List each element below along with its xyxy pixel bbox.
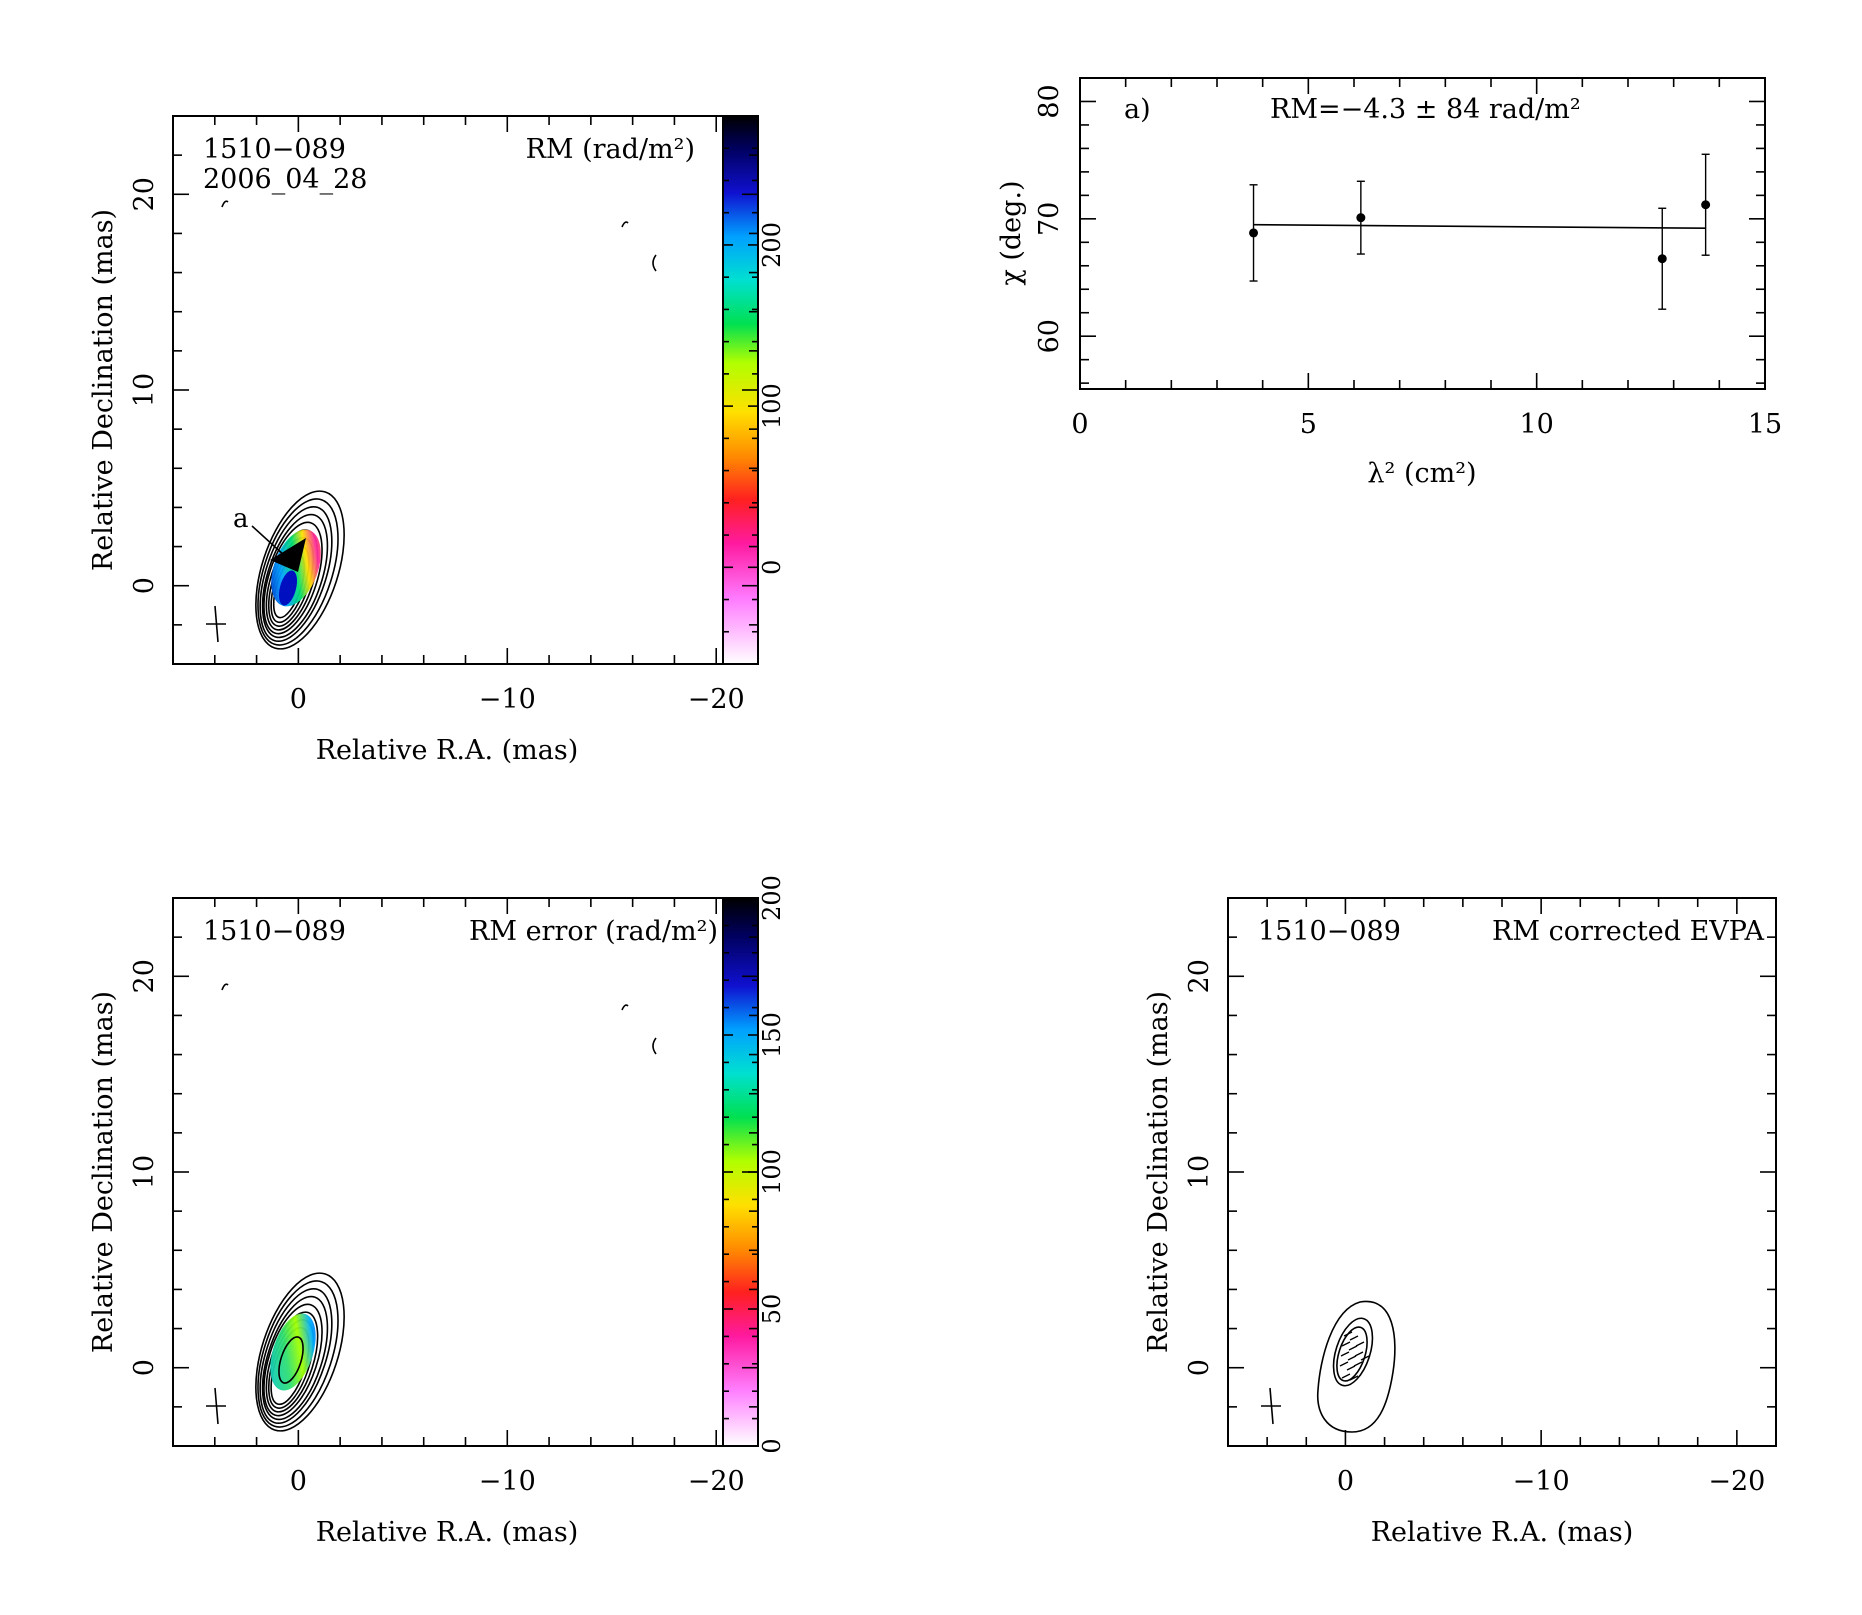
rm-error-stray-contour — [621, 1004, 629, 1011]
rm-fit-frame — [1079, 77, 1766, 390]
x-tick-label: 0 — [1071, 409, 1088, 440]
evpa-title: RM corrected EVPA — [1492, 916, 1764, 947]
evpa-source: 1510−089 — [1258, 916, 1401, 947]
x-tick-label: 0 — [1337, 1466, 1354, 1497]
rm-map-stray-contour — [221, 200, 229, 208]
x-tick-label: −10 — [1513, 1466, 1570, 1497]
evpa-ticks: 0 −10 −20 0 10 20 — [1184, 898, 1776, 1497]
x-tick-label: −20 — [1708, 1466, 1765, 1497]
data-point — [1657, 254, 1667, 264]
y-tick-label: 20 — [1184, 959, 1215, 993]
rm-map-stray-contour — [652, 254, 657, 272]
evpa-frame — [1227, 897, 1777, 1447]
x-tick-label: −20 — [688, 684, 745, 715]
y-tick-label: 10 — [1184, 1155, 1215, 1189]
y-tick-label: 0 — [129, 577, 160, 594]
rm-fit-label: a) — [1124, 94, 1151, 125]
rm-error-stray-contour — [652, 1037, 657, 1055]
rm-error-ylabel: Relative Declination (mas) — [88, 991, 119, 1353]
rm-fit-xlabel: λ² (cm²) — [1367, 458, 1476, 489]
evpa-xlabel: Relative R.A. (mas) — [1371, 1517, 1634, 1548]
colorbar-tick-label: 200 — [758, 222, 786, 268]
evpa-ylabel: Relative Declination (mas) — [1143, 991, 1174, 1353]
rm-map-beam — [206, 605, 226, 643]
y-tick-label: 0 — [1184, 1359, 1215, 1376]
x-tick-label: 10 — [1519, 409, 1553, 440]
y-tick-label: 20 — [129, 959, 160, 993]
y-tick-label: 10 — [129, 373, 160, 407]
rm-error-xlabel: Relative R.A. (mas) — [316, 1517, 579, 1548]
y-tick-label: 80 — [1034, 84, 1065, 118]
colorbar-tick-label: 100 — [758, 1149, 786, 1195]
colorbar-tick-label: 0 — [758, 560, 786, 575]
rm-error-beam — [206, 1387, 226, 1425]
data-point — [1356, 213, 1366, 223]
x-tick-label: −10 — [479, 684, 536, 715]
evpa-contours — [1316, 1300, 1396, 1433]
data-point — [1249, 228, 1259, 238]
data-point — [1701, 200, 1711, 210]
rm-fit-panel: 0 5 10 15 60 70 80 a) RM=−4.3 ± 84 rad/m² λ² (… — [996, 77, 1782, 489]
x-tick-label: 5 — [1300, 409, 1317, 440]
rm-map-ylabel: Relative Declination (mas) — [88, 209, 119, 571]
y-tick-label: 70 — [1034, 202, 1065, 236]
rm-map-source: 1510−089 — [203, 134, 346, 165]
rm-error-title: RM error (rad/m²) — [469, 916, 718, 947]
rm-map-title: RM (rad/m²) — [526, 134, 695, 165]
rm-fit-ticks: 0 5 10 15 60 70 80 — [1034, 78, 1782, 440]
colorbar-tick-label: 50 — [758, 1294, 786, 1325]
rm-map-annotation: a — [233, 504, 249, 534]
rm-error-stray-contour — [221, 983, 229, 991]
rm-error-source: 1510−089 — [203, 916, 346, 947]
colorbar-tick-label: 0 — [758, 1438, 786, 1453]
evpa-beam — [1261, 1387, 1281, 1425]
rm-map-arrow-line — [251, 525, 286, 557]
y-tick-label: 0 — [129, 1359, 160, 1376]
x-tick-label: 15 — [1748, 409, 1782, 440]
evpa-vectors — [1339, 1331, 1370, 1381]
rm-fit-data — [1249, 153, 1711, 310]
y-tick-label: 10 — [129, 1155, 160, 1189]
colorbar-tick-label: 200 — [758, 875, 786, 921]
rm-fit-ylabel: χ (deg.) — [996, 180, 1027, 285]
x-tick-label: 0 — [290, 684, 307, 715]
rm-error-blob — [270, 1313, 316, 1391]
rm-map-epoch: 2006_04_28 — [203, 164, 367, 195]
y-tick-label: 60 — [1034, 319, 1065, 353]
rm-map-stray-contour — [621, 221, 629, 228]
x-tick-label: −20 — [688, 1466, 745, 1497]
colorbar-tick-label: 150 — [758, 1012, 786, 1058]
rm-fit-rm-text: RM=−4.3 ± 84 rad/m² — [1270, 94, 1581, 125]
rm-map-arrow-head — [270, 538, 306, 572]
fit-line — [1253, 223, 1706, 230]
rm-error-core-contour — [278, 1336, 304, 1384]
colorbar-tick-label: 100 — [758, 383, 786, 429]
rm-map-xlabel: Relative R.A. (mas) — [316, 735, 579, 766]
x-tick-label: 0 — [290, 1466, 307, 1497]
y-tick-label: 20 — [129, 177, 160, 211]
rm-map-core — [278, 570, 298, 606]
x-tick-label: −10 — [479, 1466, 536, 1497]
